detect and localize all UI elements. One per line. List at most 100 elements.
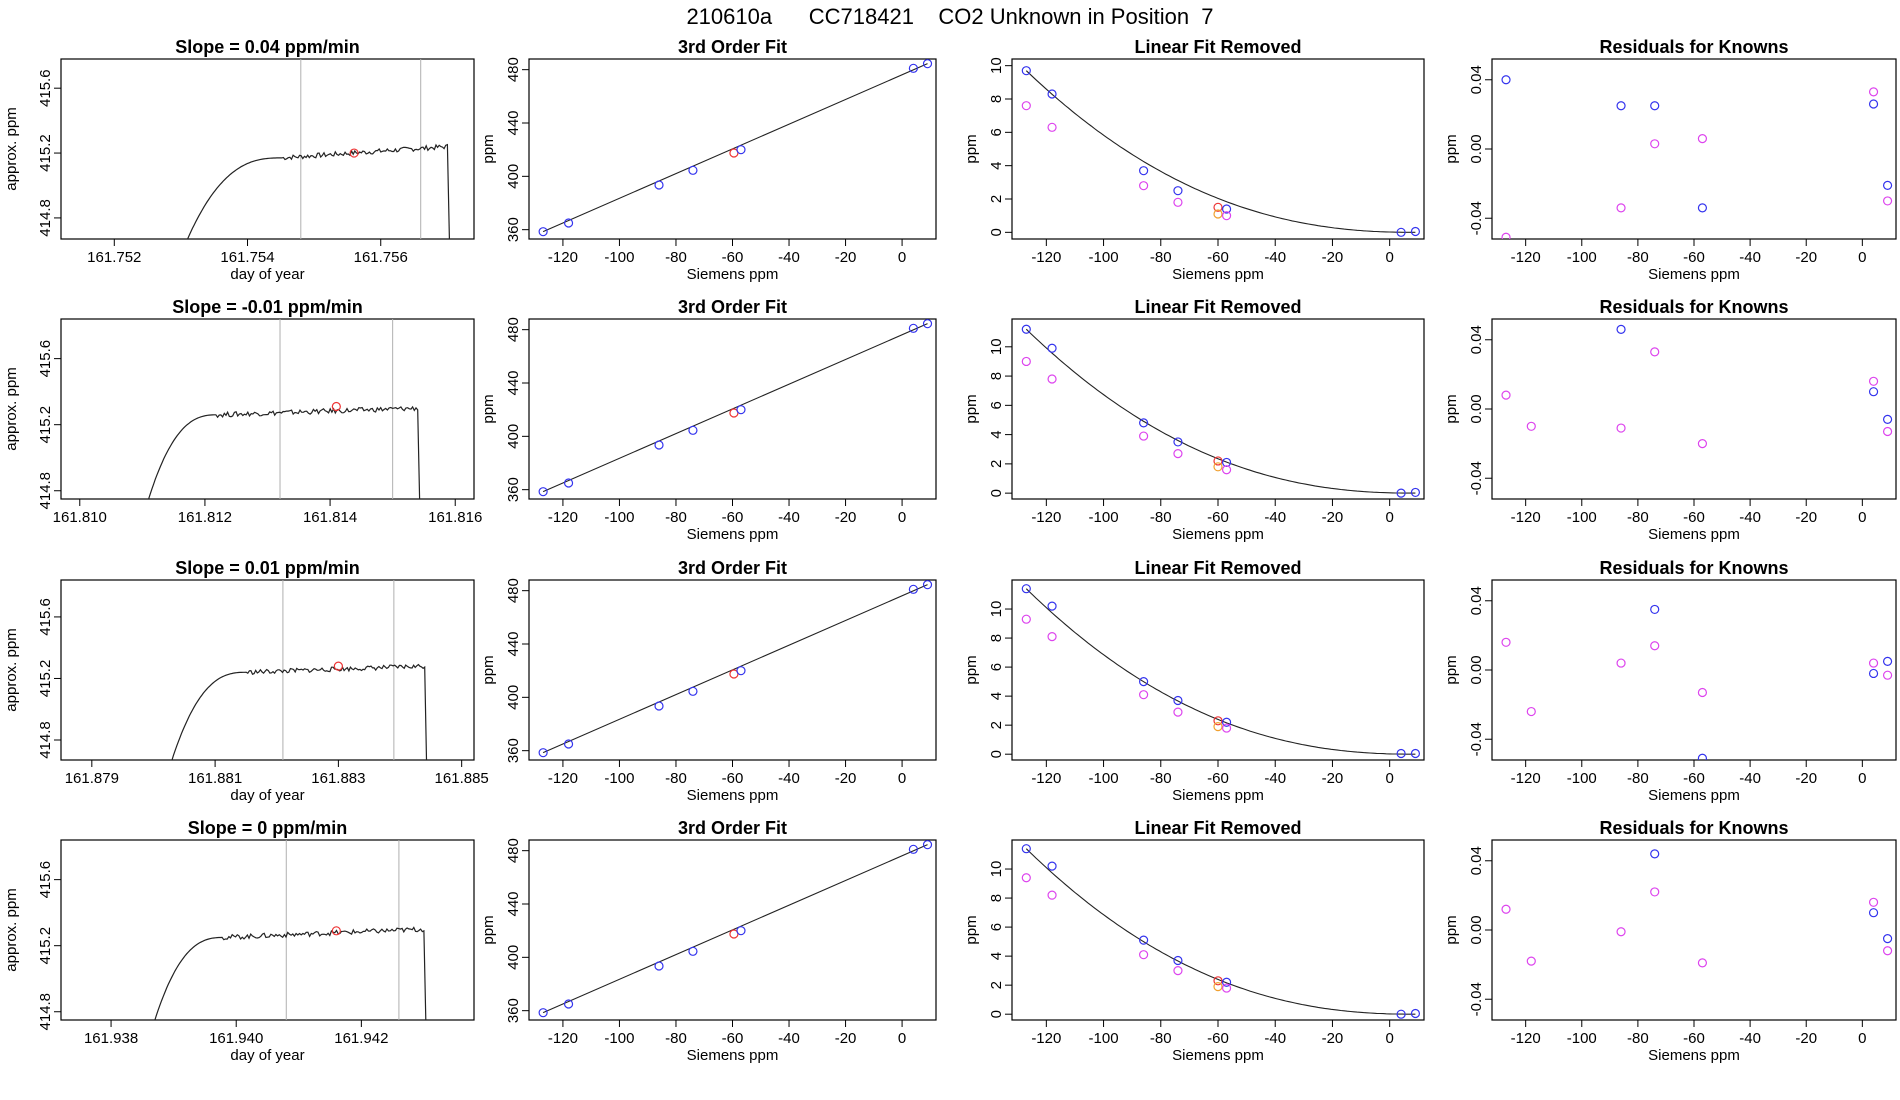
plot-frame	[60, 318, 475, 500]
x-tick-label: -80	[665, 249, 687, 266]
data-point-known	[1616, 101, 1626, 111]
y-tick-label: 0.00	[1468, 134, 1485, 163]
data-point-sample	[1616, 927, 1626, 937]
data-point-known	[1047, 343, 1057, 353]
x-tick-label: -120	[1511, 770, 1541, 787]
x-tick-label: -100	[1089, 770, 1119, 787]
panel-title: 3rd Order Fit	[678, 558, 787, 578]
data-point-known	[1868, 387, 1879, 397]
panel-title: Residuals for Knowns	[1599, 37, 1788, 57]
y-tick-label: 414.8	[37, 472, 54, 510]
x-axis-label: Siemens ppm	[1648, 787, 1740, 804]
x-tick-label: -60	[1683, 770, 1705, 787]
x-tick-label: -40	[1739, 249, 1761, 266]
panel-r3-c4: Residuals for Knowns -120 -100 -80 -60 -40 -20…	[1443, 558, 1897, 804]
x-tick-label: -20	[835, 770, 857, 787]
x-tick-label: -40	[1264, 770, 1286, 787]
panel-r1-c3: Linear Fit Removed -120 -100 -80 -60 -40 -20 0 0…	[963, 37, 1425, 283]
y-tick-label: 400	[505, 164, 522, 189]
x-tick-label: -40	[778, 770, 800, 787]
y-axis-label: ppm	[480, 134, 497, 163]
data-point-known	[654, 701, 664, 711]
x-tick-label: 161.942	[334, 1030, 388, 1047]
y-tick-label: 2	[988, 721, 1005, 729]
panel-r2-c2: 3rd Order Fit -120 -100 -80 -60 -40 -20 0 360 400…	[480, 297, 937, 543]
x-axis-label: Siemens ppm	[1172, 526, 1264, 543]
x-tick-label: -80	[1150, 770, 1172, 787]
data-point-known	[1882, 180, 1893, 190]
x-tick-label: 0	[1858, 1030, 1866, 1047]
x-tick-label: 0	[898, 249, 906, 266]
x-tick-label: 161.940	[209, 1030, 263, 1047]
data-point-sample	[1882, 946, 1893, 956]
x-tick-label: -100	[1089, 1030, 1119, 1047]
plot-area	[1501, 324, 1893, 449]
y-tick-label: 415.2	[37, 927, 54, 965]
data-point-known	[1139, 418, 1149, 428]
data-point-known	[563, 739, 574, 749]
x-axis-label: Siemens ppm	[1648, 526, 1740, 543]
data-point-sample	[1616, 203, 1626, 213]
y-tick-label: 440	[505, 631, 522, 656]
plot-area	[187, 59, 450, 239]
y-axis-label: ppm	[480, 915, 497, 944]
y-tick-label: 10	[988, 338, 1005, 355]
y-tick-label: -0.04	[1468, 461, 1485, 495]
data-point-sample	[1650, 347, 1660, 357]
plot-frame	[1011, 579, 1425, 761]
x-tick-label: 0	[1385, 770, 1393, 787]
x-tick-label: 0	[898, 770, 906, 787]
x-tick-label: -40	[1739, 770, 1761, 787]
y-tick-label: 415.2	[37, 134, 54, 172]
plot-area	[148, 319, 421, 499]
panel-title: Slope = 0 ppm/min	[188, 818, 348, 838]
panel-title: Residuals for Knowns	[1599, 297, 1788, 317]
fit-curve	[1025, 70, 1416, 233]
x-tick-label: 161.938	[84, 1030, 138, 1047]
y-tick-label: 414.8	[37, 721, 54, 759]
fit-curve	[1025, 848, 1416, 1015]
data-point-orange	[1213, 722, 1223, 732]
x-tick-label: 161.816	[428, 509, 482, 526]
y-tick-label: 8	[988, 894, 1005, 902]
data-point-sample	[1173, 197, 1183, 207]
x-tick-label: -80	[1150, 509, 1172, 526]
y-tick-label: 360	[505, 217, 522, 242]
y-tick-label: 415.6	[37, 69, 54, 107]
x-tick-label: -100	[1567, 249, 1597, 266]
average-marker	[333, 661, 343, 671]
y-axis-label: approx. ppm	[3, 367, 20, 450]
x-tick-label: -100	[604, 509, 634, 526]
data-point-sample	[1868, 376, 1879, 386]
plot-frame	[60, 58, 475, 240]
page-title: 210610a CC718421 CO2 Unknown in Position…	[686, 4, 1214, 29]
y-tick-label: 415.6	[37, 340, 54, 378]
y-tick-label: 8	[988, 372, 1005, 380]
x-axis-label: day of year	[230, 266, 304, 283]
y-tick-label: 0	[988, 1010, 1005, 1018]
data-point-sample	[1501, 637, 1511, 647]
x-tick-label: -120	[548, 1030, 578, 1047]
data-point-known	[688, 686, 698, 696]
average-marker	[349, 148, 359, 158]
panel-r3-c2: 3rd Order Fit -120 -100 -80 -60 -40 -20 0 360 400…	[480, 558, 937, 804]
y-tick-label: 2	[988, 460, 1005, 468]
data-point-sample	[1021, 873, 1031, 883]
panel-r2-c3: Linear Fit Removed -120 -100 -80 -60 -40 -20 0 0…	[963, 297, 1425, 543]
fit-line	[542, 323, 928, 493]
data-point-known	[1221, 204, 1232, 214]
y-tick-label: 6	[988, 401, 1005, 409]
data-point-known	[1047, 89, 1057, 99]
plot-frame	[1011, 318, 1425, 500]
data-trace	[154, 926, 427, 1020]
plot-area	[1021, 584, 1421, 759]
y-tick-label: 480	[505, 838, 522, 863]
y-tick-label: 440	[505, 370, 522, 395]
y-tick-label: -0.04	[1468, 201, 1485, 235]
data-point-sample	[1650, 641, 1660, 651]
data-point-known	[908, 63, 918, 73]
panel-title: Slope = 0.01 ppm/min	[175, 558, 360, 578]
fit-line	[542, 584, 928, 754]
data-point-known	[1139, 677, 1149, 687]
data-point-orange	[1213, 209, 1223, 219]
